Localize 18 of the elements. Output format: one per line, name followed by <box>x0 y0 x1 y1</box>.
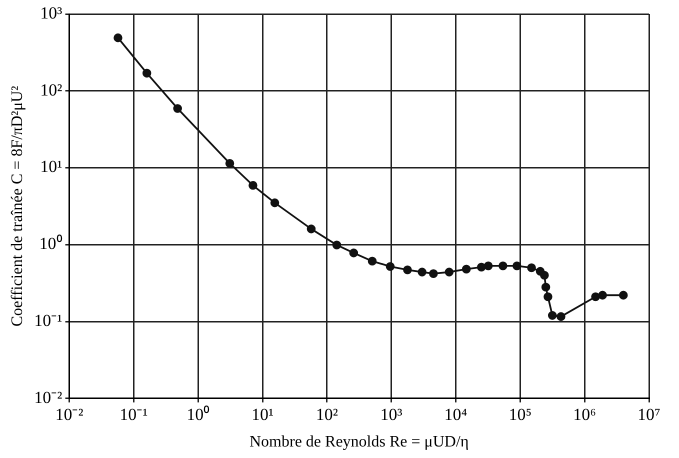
y-tick-label: 10⁻¹ <box>34 310 62 330</box>
x-tick-label: 10⁷ <box>638 405 661 424</box>
x-tick-label: 10⁰ <box>186 405 210 424</box>
x-tick-label: 10⁻¹ <box>120 405 148 424</box>
x-tick-label: 10⁶ <box>573 405 596 424</box>
y-tick-label: 10¹ <box>40 157 62 176</box>
x-tick-label: 10³ <box>380 405 402 424</box>
x-tick-label: 10¹ <box>251 405 274 424</box>
y-tick-label: 10² <box>40 80 62 100</box>
x-tick-label: 10⁵ <box>508 405 532 424</box>
y-axis-title: Coefficient de traînée C = 8F/πD²μU² <box>8 86 26 327</box>
x-axis-title: Nombre de Reynolds Re = μUD/η <box>250 434 469 451</box>
x-tick-label: 10² <box>316 405 338 424</box>
y-tick-label: 10³ <box>40 3 62 22</box>
x-tick-label: 10⁻² <box>55 405 84 424</box>
y-tick-label: 10⁰ <box>39 234 62 254</box>
y-tick-label: 10⁻² <box>34 388 62 407</box>
x-tick-label: 10⁴ <box>444 405 468 424</box>
